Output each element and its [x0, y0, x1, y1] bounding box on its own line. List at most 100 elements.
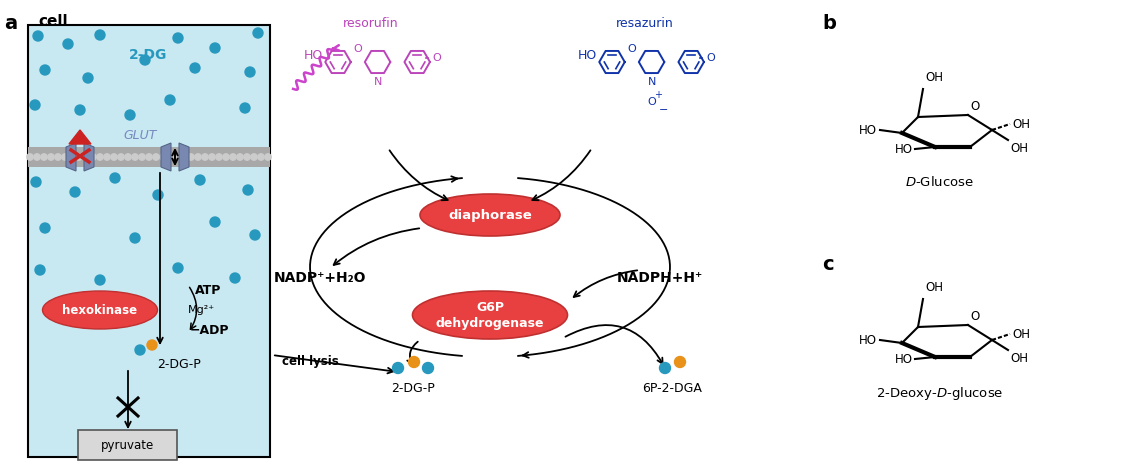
Text: ATP: ATP: [195, 284, 221, 297]
Circle shape: [41, 154, 47, 160]
Circle shape: [190, 63, 200, 73]
Text: +: +: [653, 90, 661, 100]
Text: O: O: [648, 97, 656, 107]
Circle shape: [392, 363, 404, 373]
Circle shape: [135, 345, 145, 355]
Text: O: O: [706, 53, 715, 63]
Circle shape: [147, 340, 157, 350]
Circle shape: [146, 154, 153, 160]
Circle shape: [408, 357, 420, 367]
Text: O: O: [432, 53, 441, 63]
Circle shape: [140, 55, 150, 65]
Text: G6P: G6P: [477, 300, 504, 313]
Circle shape: [153, 154, 160, 160]
Text: diaphorase: diaphorase: [448, 208, 532, 221]
Circle shape: [132, 154, 138, 160]
Circle shape: [35, 265, 44, 275]
Circle shape: [153, 190, 163, 200]
Text: HO: HO: [860, 124, 877, 137]
Circle shape: [173, 33, 184, 43]
Circle shape: [222, 154, 229, 160]
Text: −ADP: −ADP: [190, 324, 229, 337]
Circle shape: [173, 263, 184, 273]
Ellipse shape: [420, 194, 560, 236]
Circle shape: [230, 154, 236, 160]
Circle shape: [195, 154, 201, 160]
Text: Mg²⁺: Mg²⁺: [188, 305, 215, 315]
Circle shape: [675, 357, 685, 367]
Polygon shape: [84, 143, 93, 171]
Circle shape: [124, 154, 131, 160]
Circle shape: [250, 230, 260, 240]
Circle shape: [104, 154, 111, 160]
Text: NADPH+H⁺: NADPH+H⁺: [617, 271, 703, 285]
Text: 2-DG: 2-DG: [129, 48, 168, 62]
Circle shape: [31, 177, 41, 187]
Circle shape: [202, 154, 209, 160]
Ellipse shape: [42, 291, 157, 329]
Circle shape: [83, 73, 93, 83]
Text: OH: OH: [1010, 142, 1028, 155]
Circle shape: [253, 28, 263, 38]
Text: b: b: [822, 14, 836, 33]
Circle shape: [90, 154, 96, 160]
Text: HO: HO: [895, 352, 913, 365]
Circle shape: [97, 154, 104, 160]
Text: 2-Deoxy-$\it{D}$-glucose: 2-Deoxy-$\it{D}$-glucose: [877, 385, 1003, 402]
Circle shape: [210, 43, 220, 53]
Circle shape: [245, 67, 255, 77]
Bar: [28, 147, 270, 167]
Circle shape: [63, 39, 73, 49]
Circle shape: [130, 233, 140, 243]
Circle shape: [423, 363, 433, 373]
Text: O: O: [353, 44, 363, 54]
Circle shape: [70, 187, 80, 197]
Text: O: O: [970, 100, 979, 113]
Text: dehydrogenase: dehydrogenase: [435, 317, 544, 330]
Text: 6P-2-DGA: 6P-2-DGA: [642, 382, 702, 395]
Text: O: O: [627, 44, 636, 54]
Circle shape: [117, 154, 124, 160]
Circle shape: [264, 154, 271, 160]
Circle shape: [125, 110, 135, 120]
Text: 2-DG-P: 2-DG-P: [391, 382, 434, 395]
Circle shape: [210, 217, 220, 227]
Text: N: N: [374, 77, 382, 87]
Circle shape: [55, 154, 62, 160]
Text: HO: HO: [895, 142, 913, 155]
Circle shape: [237, 154, 243, 160]
Circle shape: [27, 154, 33, 160]
Text: OH: OH: [1012, 327, 1031, 340]
Polygon shape: [66, 143, 76, 171]
Circle shape: [75, 105, 86, 115]
Polygon shape: [161, 143, 171, 171]
Text: a: a: [5, 14, 17, 33]
Circle shape: [215, 154, 222, 160]
Circle shape: [181, 154, 187, 160]
Polygon shape: [179, 143, 189, 171]
Text: pyruvate: pyruvate: [101, 438, 155, 452]
Circle shape: [241, 103, 250, 113]
Text: cell: cell: [38, 14, 67, 29]
Circle shape: [660, 363, 670, 373]
Text: resorufin: resorufin: [343, 17, 399, 30]
Circle shape: [160, 154, 166, 160]
Circle shape: [40, 223, 50, 233]
Text: resazurin: resazurin: [616, 17, 674, 30]
Circle shape: [258, 154, 264, 160]
Circle shape: [243, 185, 253, 195]
Circle shape: [244, 154, 250, 160]
Circle shape: [75, 154, 82, 160]
Text: cell lysis: cell lysis: [282, 355, 339, 368]
Circle shape: [68, 154, 75, 160]
Text: 2-DG-P: 2-DG-P: [157, 358, 201, 371]
FancyBboxPatch shape: [78, 430, 177, 460]
Text: O: O: [970, 310, 979, 323]
Text: OH: OH: [1010, 352, 1028, 365]
Text: OH: OH: [925, 71, 943, 84]
Circle shape: [188, 154, 194, 160]
Circle shape: [34, 154, 40, 160]
Text: HO: HO: [860, 333, 877, 346]
Text: NADP⁺+H₂O: NADP⁺+H₂O: [274, 271, 366, 285]
Circle shape: [33, 31, 43, 41]
